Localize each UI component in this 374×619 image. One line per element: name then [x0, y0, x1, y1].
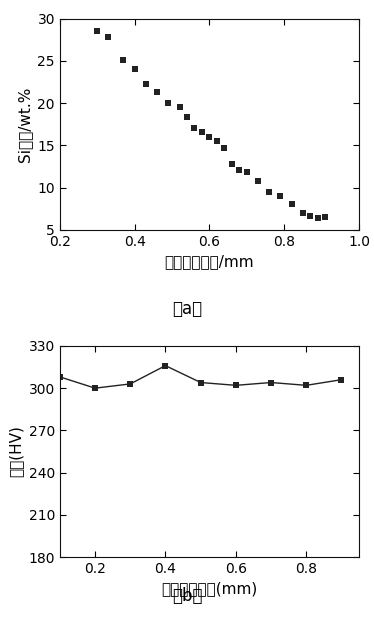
Y-axis label: Si含量/wt.%: Si含量/wt.% [17, 87, 32, 162]
Text: （a）: （a） [172, 300, 202, 318]
Text: （b）: （b） [172, 587, 202, 605]
X-axis label: 离表面的距离/mm: 离表面的距离/mm [165, 254, 254, 269]
Y-axis label: 硬度(HV): 硬度(HV) [8, 426, 23, 477]
X-axis label: 离表面的距离(mm): 离表面的距离(mm) [161, 581, 258, 597]
